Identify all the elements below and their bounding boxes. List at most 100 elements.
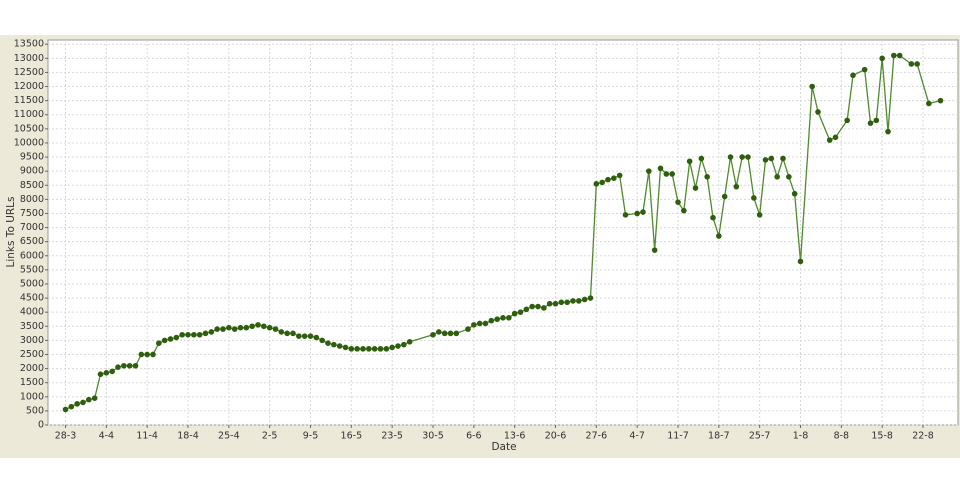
plot-area [47, 39, 959, 426]
data-point [692, 185, 699, 191]
x-tick-label: 25-4 [218, 431, 240, 442]
y-tick-label: 7500 [20, 208, 44, 219]
data-point [488, 317, 495, 324]
data-point [266, 324, 273, 331]
data-point [126, 362, 133, 369]
data-point [441, 330, 448, 337]
data-point [745, 154, 751, 160]
data-point [926, 100, 932, 107]
data-point [611, 175, 617, 182]
x-tick-label: 11-7 [667, 431, 689, 442]
data-point [301, 333, 308, 339]
x-tick-label: 13-6 [504, 431, 526, 442]
x-tick-label: 18-4 [177, 431, 199, 442]
y-tick-label: 6500 [20, 236, 44, 247]
x-tick-label: 2-5 [262, 431, 278, 442]
x-tick-label: 27-6 [586, 431, 608, 442]
data-point [284, 330, 290, 337]
data-point [552, 300, 559, 307]
data-point [634, 210, 640, 217]
data-point [453, 330, 460, 337]
data-point [406, 338, 413, 345]
data-point [97, 371, 104, 378]
y-tick-label: 11000 [14, 109, 44, 120]
data-point [173, 334, 180, 341]
data-point [593, 181, 600, 187]
data-point [721, 193, 728, 200]
data-point [797, 258, 804, 265]
y-tick-label: 1000 [20, 391, 44, 402]
data-point [360, 346, 366, 352]
data-point [278, 329, 285, 335]
data-point [401, 341, 407, 348]
data-point [237, 324, 244, 331]
data-point [780, 155, 786, 162]
y-tick-label: 5000 [20, 278, 44, 289]
data-point [482, 320, 489, 327]
data-point [220, 326, 226, 332]
data-point [500, 315, 506, 321]
y-tick-label: 8500 [20, 180, 44, 191]
data-point [296, 333, 302, 339]
data-point [371, 346, 378, 352]
x-axis-label: Date [491, 441, 516, 453]
data-point [138, 351, 145, 358]
data-point [710, 214, 716, 221]
data-point [191, 331, 197, 338]
data-point [436, 329, 442, 335]
data-point [675, 199, 681, 205]
data-point [511, 310, 518, 317]
data-point [74, 401, 80, 407]
data-point [290, 330, 296, 337]
y-tick-label: 1500 [20, 377, 44, 388]
y-axis-label: Links To URLs [5, 196, 17, 267]
y-tick-label: 5500 [20, 264, 44, 275]
data-point [208, 329, 215, 335]
data-point [826, 137, 833, 143]
data-point [879, 55, 885, 62]
data-point [914, 61, 920, 67]
data-point [331, 341, 337, 348]
data-point [272, 326, 279, 332]
x-tick-label: 9-5 [303, 431, 319, 442]
data-point [640, 209, 646, 215]
data-point [727, 154, 734, 160]
y-tick-label: 10000 [14, 137, 44, 148]
data-point [815, 109, 821, 115]
x-tick-label: 18-7 [708, 431, 730, 442]
data-point [447, 330, 454, 337]
data-point [663, 171, 670, 177]
data-point [471, 322, 477, 328]
y-tick-label: 13000 [14, 53, 44, 64]
data-point [756, 212, 763, 218]
data-point [791, 190, 798, 197]
data-point [226, 324, 232, 331]
data-point [506, 315, 512, 321]
y-tick-label: 4500 [20, 293, 44, 304]
data-point [733, 183, 740, 190]
data-point [68, 403, 75, 410]
data-point [517, 309, 524, 315]
data-point [616, 172, 623, 179]
data-point [179, 331, 185, 338]
data-point [389, 344, 395, 351]
data-point [109, 368, 115, 375]
data-point [774, 173, 780, 180]
data-point [751, 195, 757, 201]
data-point [86, 396, 92, 403]
data-point [739, 154, 745, 160]
data-point [669, 171, 675, 177]
data-point [325, 340, 331, 347]
data-point [523, 306, 530, 313]
data-point [786, 173, 792, 180]
y-tick-label: 3500 [20, 321, 44, 332]
data-point [255, 322, 261, 328]
data-point [937, 97, 944, 104]
y-tick-label: 2000 [20, 363, 44, 374]
x-tick-label: 4-7 [629, 431, 645, 442]
y-tick-label: 4000 [20, 307, 44, 318]
data-point [564, 299, 570, 306]
data-point [202, 330, 209, 337]
